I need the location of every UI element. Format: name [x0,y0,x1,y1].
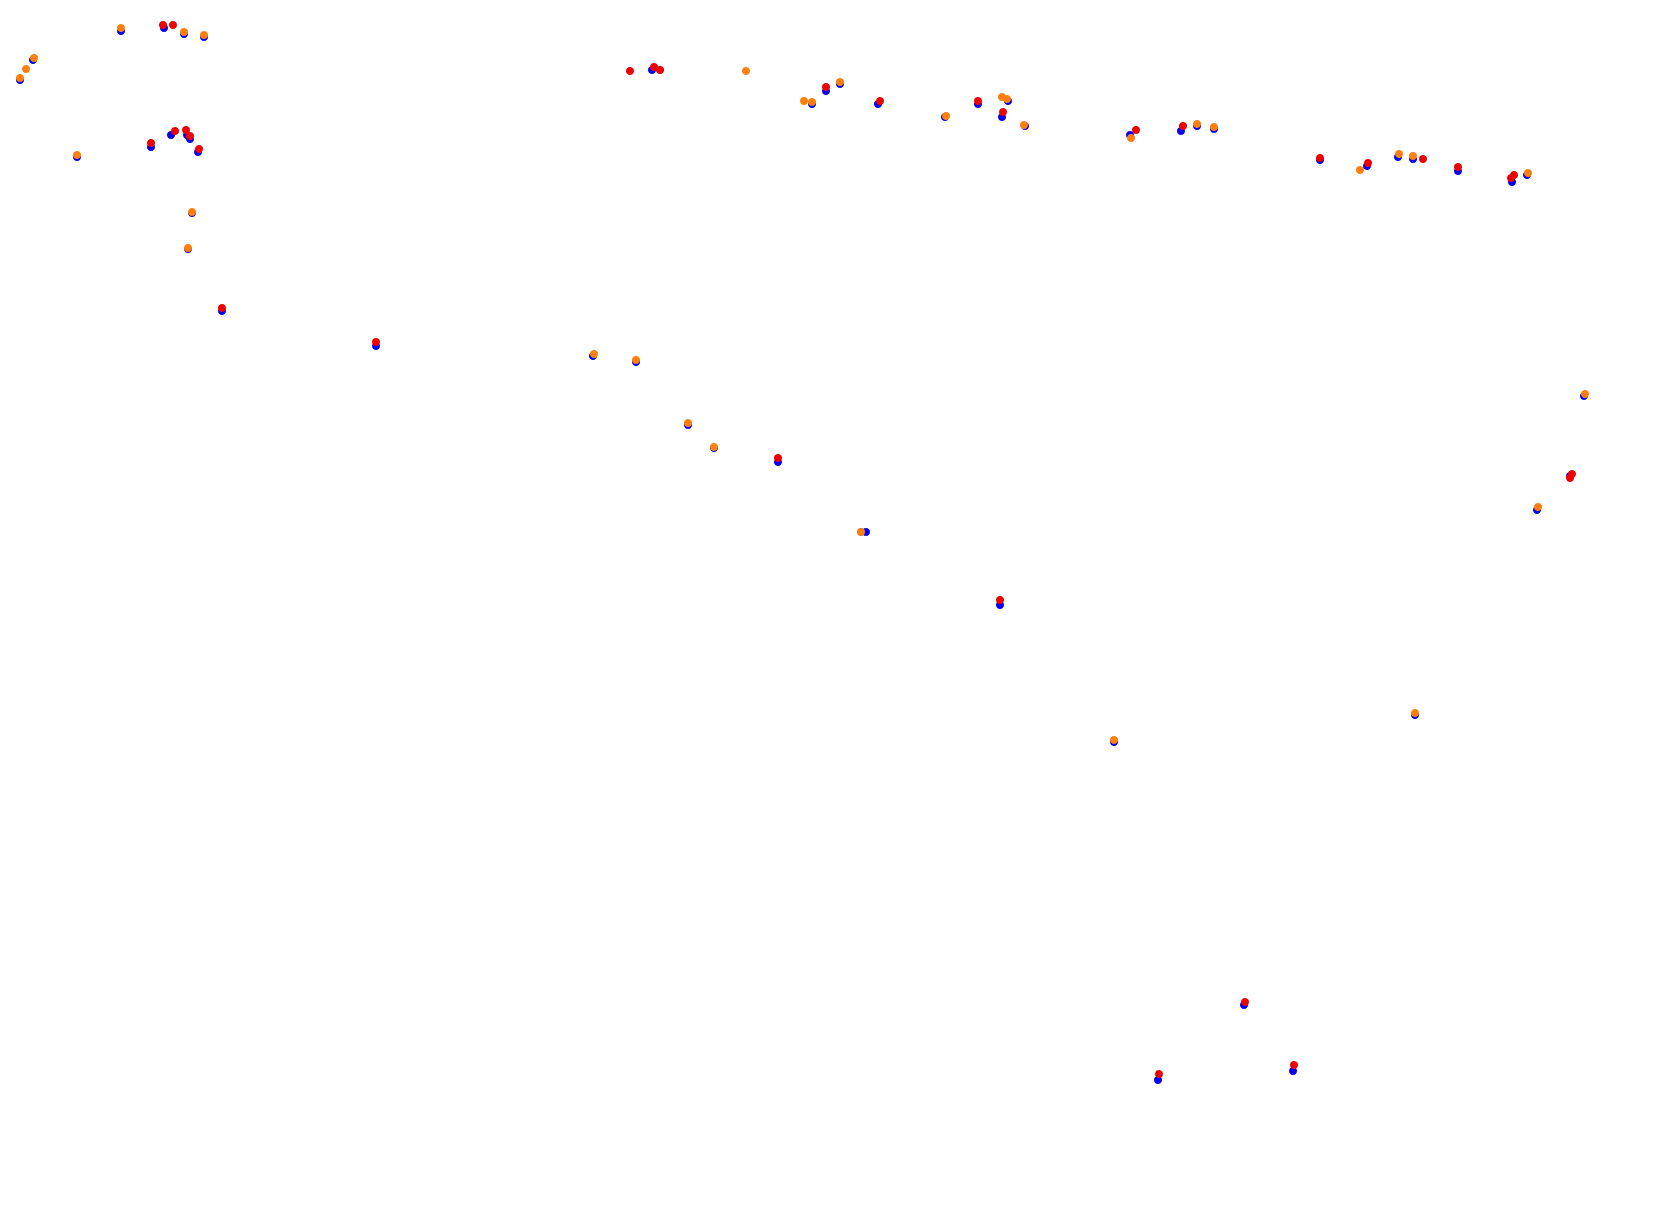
point-1-20 [1419,155,1427,163]
point-2-5 [200,31,208,39]
point-1-30 [1290,1061,1298,1069]
point-2-17 [942,112,950,120]
point-1-19 [1364,159,1372,167]
point-0-52 [1289,1067,1297,1075]
point-2-26 [1409,152,1417,160]
point-2-25 [1395,150,1403,158]
point-1-13 [876,97,884,105]
point-1-23 [1510,171,1518,179]
point-2-16 [836,78,844,86]
point-1-0 [159,21,167,29]
point-2-24 [1356,166,1364,174]
point-2-3 [117,24,125,32]
point-0-51 [1154,1076,1162,1084]
point-1-26 [774,454,782,462]
point-1-12 [822,83,830,91]
point-1-25 [1566,474,1574,482]
point-1-5 [186,132,194,140]
point-2-27 [1524,169,1532,177]
point-2-12 [710,443,718,451]
point-1-17 [1179,122,1187,130]
point-2-21 [1127,134,1135,142]
point-1-16 [1132,126,1140,134]
point-1-6 [195,145,203,153]
point-1-2 [147,139,155,147]
series-1 [147,21,1576,1078]
point-2-15 [808,98,816,106]
point-2-1 [22,65,30,73]
point-2-13 [742,67,750,75]
point-2-19 [1003,95,1011,103]
point-2-6 [73,151,81,159]
point-2-29 [1534,503,1542,511]
point-2-0 [16,74,24,82]
point-2-9 [590,350,598,358]
point-1-1 [169,21,177,29]
point-1-7 [218,304,226,312]
point-1-3 [171,127,179,135]
point-1-15 [999,108,1007,116]
point-2-30 [857,528,865,536]
point-1-4 [182,126,190,134]
point-2-7 [188,208,196,216]
point-2-20 [1020,121,1028,129]
point-2-22 [1193,120,1201,128]
point-1-27 [996,596,1004,604]
point-2-2 [30,54,38,62]
point-1-9 [626,67,634,75]
point-2-14 [800,97,808,105]
point-2-11 [684,419,692,427]
point-2-28 [1581,390,1589,398]
point-2-23 [1210,123,1218,131]
point-2-32 [1411,709,1419,717]
point-1-28 [1241,998,1249,1006]
point-1-18 [1316,154,1324,162]
series-2 [16,24,1589,744]
point-1-21 [1454,163,1462,171]
point-2-31 [1110,736,1118,744]
point-1-10 [650,63,658,71]
point-2-8 [184,244,192,252]
point-1-29 [1155,1070,1163,1078]
point-1-8 [372,338,380,346]
points-layer [16,21,1589,1084]
point-2-10 [632,356,640,364]
point-2-4 [180,28,188,36]
point-1-11 [656,66,664,74]
point-1-14 [974,97,982,105]
